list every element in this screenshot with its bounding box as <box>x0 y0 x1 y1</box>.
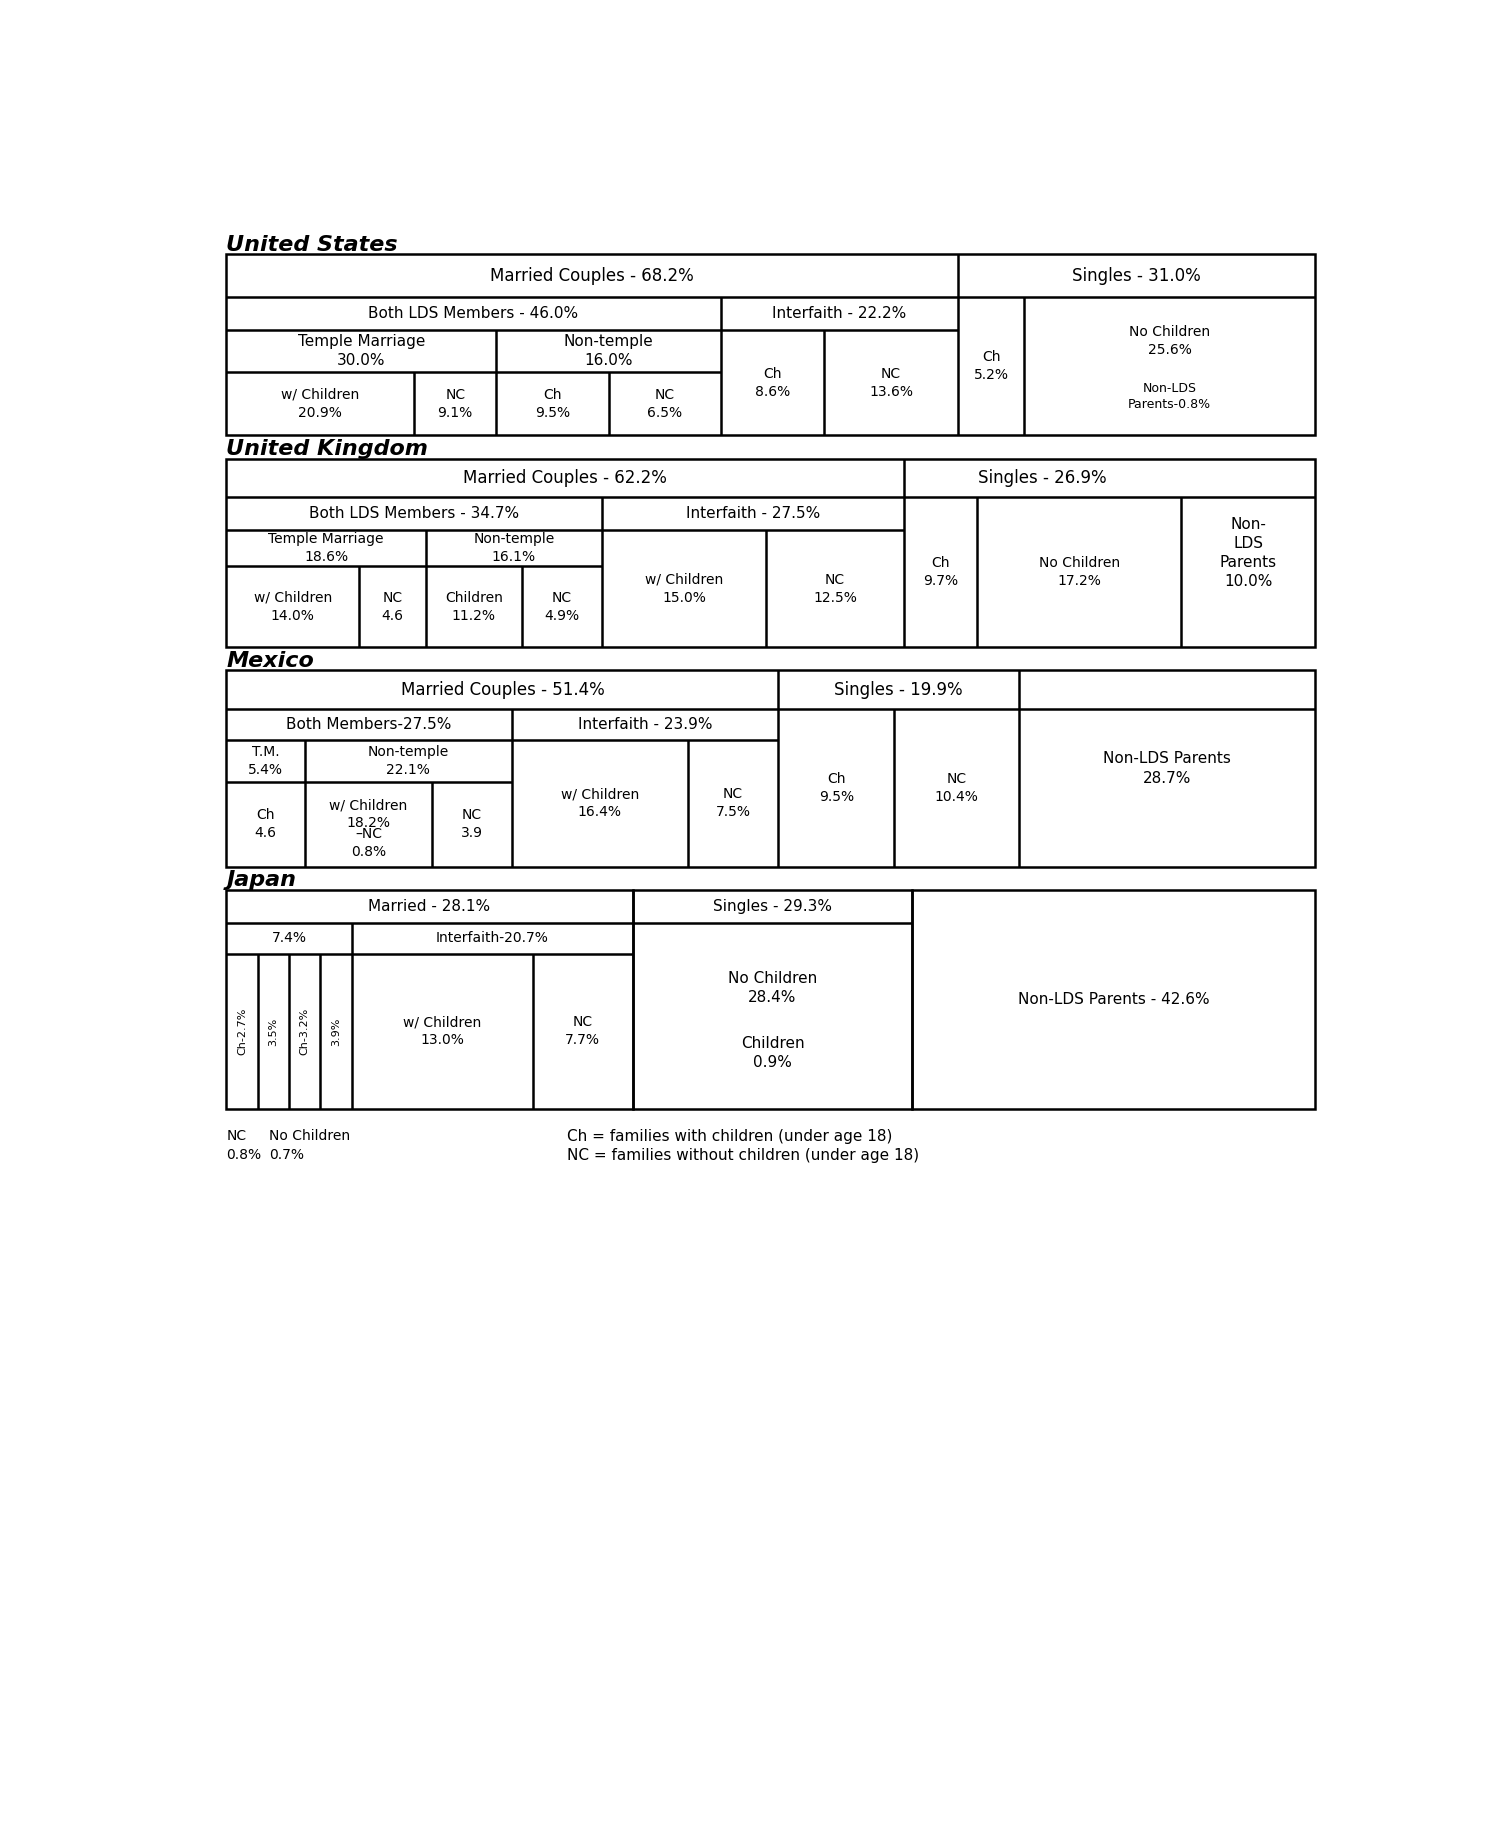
Bar <box>913 890 1315 1108</box>
Bar <box>227 255 1315 436</box>
Text: T.M.
5.4%: T.M. 5.4% <box>248 746 284 777</box>
Text: –NC
0.8%: –NC 0.8% <box>351 826 386 859</box>
Text: 3.9%: 3.9% <box>330 1017 341 1046</box>
Text: w/ Children
14.0%: w/ Children 14.0% <box>254 592 332 623</box>
Text: Singles - 31.0%: Singles - 31.0% <box>1072 267 1201 284</box>
Text: w/ Children
18.2%: w/ Children 18.2% <box>329 799 407 830</box>
Text: Children
11.2%: Children 11.2% <box>444 592 503 623</box>
Bar <box>632 890 913 1108</box>
Text: NC
6.5%: NC 6.5% <box>647 388 683 420</box>
Text: Ch
8.6%: Ch 8.6% <box>755 366 790 399</box>
Text: Married Couples - 51.4%: Married Couples - 51.4% <box>401 680 605 698</box>
Text: NC: NC <box>227 1129 246 1143</box>
Text: Ch
5.2%: Ch 5.2% <box>974 350 1009 383</box>
Text: Interfaith - 22.2%: Interfaith - 22.2% <box>773 306 907 321</box>
Text: NC
13.6%: NC 13.6% <box>869 366 913 399</box>
Text: United Kingdom: United Kingdom <box>227 440 428 460</box>
Text: Temple Marriage
18.6%: Temple Marriage 18.6% <box>269 533 384 564</box>
Text: Non-temple
16.1%: Non-temple 16.1% <box>473 533 554 564</box>
Text: No Children: No Children <box>269 1129 350 1143</box>
Text: 0.7%: 0.7% <box>269 1149 305 1161</box>
Text: Interfaith - 23.9%: Interfaith - 23.9% <box>578 716 713 731</box>
Text: 0.8%: 0.8% <box>227 1149 261 1161</box>
Text: NC
10.4%: NC 10.4% <box>935 771 979 804</box>
Text: Both LDS Members - 34.7%: Both LDS Members - 34.7% <box>309 506 519 520</box>
Text: w/ Children
13.0%: w/ Children 13.0% <box>404 1015 482 1048</box>
Text: NC
9.1%: NC 9.1% <box>438 388 473 420</box>
Text: Married Couples - 62.2%: Married Couples - 62.2% <box>464 469 666 487</box>
Text: NC
7.7%: NC 7.7% <box>566 1015 600 1048</box>
Bar <box>227 458 1315 647</box>
Text: NC
3.9: NC 3.9 <box>461 808 483 841</box>
Text: Ch
9.5%: Ch 9.5% <box>818 771 854 804</box>
Text: NC
4.6: NC 4.6 <box>381 592 404 623</box>
Text: NC
4.9%: NC 4.9% <box>545 592 579 623</box>
Text: Married Couples - 68.2%: Married Couples - 68.2% <box>491 267 693 284</box>
Text: Interfaith - 27.5%: Interfaith - 27.5% <box>686 506 820 520</box>
Text: Married - 28.1%: Married - 28.1% <box>368 900 491 914</box>
Text: 3.5%: 3.5% <box>269 1017 278 1046</box>
Text: Non-LDS Parents
28.7%: Non-LDS Parents 28.7% <box>1103 751 1231 786</box>
Text: No Children
25.6%: No Children 25.6% <box>1129 326 1210 357</box>
Text: Ch-3.2%: Ch-3.2% <box>300 1008 309 1055</box>
Bar <box>227 890 632 1108</box>
Text: w/ Children
15.0%: w/ Children 15.0% <box>645 573 723 605</box>
Text: Non-temple
16.0%: Non-temple 16.0% <box>564 333 653 368</box>
Text: Both Members-27.5%: Both Members-27.5% <box>287 716 452 731</box>
Text: United States: United States <box>227 234 398 255</box>
Text: NC
7.5%: NC 7.5% <box>716 788 750 819</box>
Text: Non-temple
22.1%: Non-temple 22.1% <box>368 746 449 777</box>
Text: No Children
17.2%: No Children 17.2% <box>1039 557 1120 588</box>
Text: Non-
LDS
Parents
10.0%: Non- LDS Parents 10.0% <box>1220 517 1277 590</box>
Text: NC
12.5%: NC 12.5% <box>814 573 857 605</box>
Text: Ch = families with children (under age 18): Ch = families with children (under age 1… <box>567 1129 893 1143</box>
Text: Ch
9.7%: Ch 9.7% <box>923 557 958 588</box>
Text: Mexico: Mexico <box>227 650 314 671</box>
Text: Children
0.9%: Children 0.9% <box>740 1037 805 1070</box>
Text: Temple Marriage
30.0%: Temple Marriage 30.0% <box>297 333 425 368</box>
Text: Ch-2.7%: Ch-2.7% <box>237 1008 248 1055</box>
Text: Japan: Japan <box>227 870 296 890</box>
Text: w/ Children
16.4%: w/ Children 16.4% <box>560 788 639 819</box>
Text: 7.4%: 7.4% <box>272 931 306 945</box>
Text: Both LDS Members - 46.0%: Both LDS Members - 46.0% <box>368 306 578 321</box>
Text: Singles - 26.9%: Singles - 26.9% <box>979 469 1106 487</box>
Text: Singles - 29.3%: Singles - 29.3% <box>713 900 832 914</box>
Text: Ch
9.5%: Ch 9.5% <box>534 388 570 420</box>
Text: Interfaith-20.7%: Interfaith-20.7% <box>435 931 548 945</box>
Text: Non-LDS Parents - 42.6%: Non-LDS Parents - 42.6% <box>1018 991 1210 1008</box>
Bar <box>227 671 1315 867</box>
Text: Singles - 19.9%: Singles - 19.9% <box>835 680 964 698</box>
Text: No Children
28.4%: No Children 28.4% <box>728 971 817 1006</box>
Text: Ch
4.6: Ch 4.6 <box>255 808 276 841</box>
Text: NC = families without children (under age 18): NC = families without children (under ag… <box>567 1149 920 1163</box>
Text: Non-LDS
Parents-0.8%: Non-LDS Parents-0.8% <box>1129 381 1211 412</box>
Text: w/ Children
20.9%: w/ Children 20.9% <box>281 388 359 420</box>
